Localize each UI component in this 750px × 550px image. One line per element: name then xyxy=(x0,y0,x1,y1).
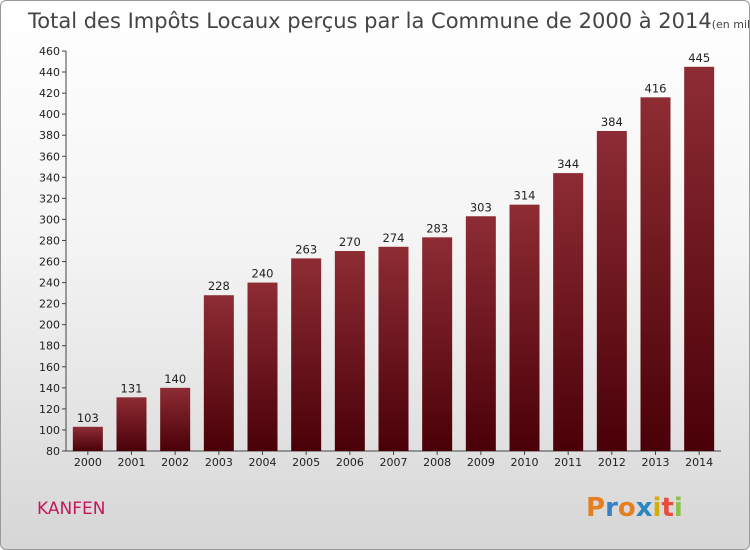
bar-2014 xyxy=(684,66,715,451)
bar-2002 xyxy=(160,387,191,451)
x-tick-label: 2006 xyxy=(336,456,364,469)
bar-2006 xyxy=(334,251,365,451)
bar-2000 xyxy=(72,426,103,451)
y-tick-label: 380 xyxy=(39,129,60,142)
x-tick-label: 2009 xyxy=(467,456,495,469)
logo-letter: r xyxy=(605,493,618,523)
bar-value-label: 384 xyxy=(601,115,623,129)
commune-name: KANFEN xyxy=(37,499,105,519)
y-tick-label: 260 xyxy=(39,256,60,269)
bar-value-label: 140 xyxy=(164,372,186,386)
y-tick-label: 100 xyxy=(39,424,60,437)
logo-letter: i xyxy=(674,493,683,523)
y-tick-label: 140 xyxy=(39,382,60,395)
bar-value-label: 416 xyxy=(645,81,667,95)
logo-letter: t xyxy=(661,493,673,523)
y-tick-label: 300 xyxy=(39,213,60,226)
y-tick-label: 240 xyxy=(39,277,60,290)
bar-value-label: 344 xyxy=(557,157,579,171)
bar-2013 xyxy=(640,97,671,451)
x-tick-label: 2007 xyxy=(380,456,408,469)
bar-2009 xyxy=(465,216,496,451)
bar-value-label: 263 xyxy=(295,242,317,256)
bar-value-label: 270 xyxy=(339,235,361,249)
x-tick-label: 2008 xyxy=(423,456,451,469)
logo-letter: P xyxy=(586,493,605,523)
x-tick-label: 2001 xyxy=(118,456,146,469)
x-tick-label: 2011 xyxy=(554,456,582,469)
logo-letter: i xyxy=(653,493,662,523)
x-tick-label: 2012 xyxy=(598,456,626,469)
bar-2012 xyxy=(596,131,627,451)
y-tick-label: 400 xyxy=(39,108,60,121)
bar-2008 xyxy=(422,237,453,451)
proxiti-logo: Proxiti xyxy=(586,493,683,523)
bar-2005 xyxy=(291,258,322,451)
bar-value-label: 303 xyxy=(470,200,492,214)
logo-letter: x xyxy=(636,493,653,523)
y-tick-label: 280 xyxy=(39,234,60,247)
y-tick-label: 80 xyxy=(46,445,60,458)
bar-value-label: 131 xyxy=(121,381,143,395)
bar-value-label: 103 xyxy=(77,411,99,425)
y-tick-label: 440 xyxy=(39,66,60,79)
chart-axes: 80 100 120 140 160 180 200 220 240 260 280 300 320 34… xyxy=(39,45,721,469)
bar-2003 xyxy=(203,295,234,451)
x-tick-label: 2003 xyxy=(205,456,233,469)
bar-2001 xyxy=(116,397,147,451)
bar-value-label: 228 xyxy=(208,279,230,293)
x-tick-label: 2000 xyxy=(74,456,102,469)
x-tick-label: 2002 xyxy=(161,456,189,469)
bar-2007 xyxy=(378,246,409,451)
chart-title-main: Total des Impôts Locaux perçus par la Co… xyxy=(27,9,712,33)
chart-bars: 103 131 140 228 240 263 270 274 283 303 314 344 384 4… xyxy=(72,51,715,451)
y-tick-label: 340 xyxy=(39,171,60,184)
bar-value-label: 314 xyxy=(514,189,536,203)
y-tick-label: 320 xyxy=(39,192,60,205)
x-tick-label: 2014 xyxy=(685,456,713,469)
bar-2011 xyxy=(553,173,584,451)
y-tick-label: 220 xyxy=(39,298,60,311)
bar-2010 xyxy=(509,204,540,451)
bar-value-label: 445 xyxy=(688,51,710,65)
x-tick-label: 2004 xyxy=(249,456,277,469)
y-tick-label: 160 xyxy=(39,361,60,374)
y-tick-label: 180 xyxy=(39,340,60,353)
logo-letter: o xyxy=(618,493,636,523)
y-tick-label: 460 xyxy=(39,45,60,58)
y-tick-label: 120 xyxy=(39,403,60,416)
y-tick-label: 360 xyxy=(39,150,60,163)
x-tick-label: 2005 xyxy=(292,456,320,469)
y-tick-label: 200 xyxy=(39,319,60,332)
bar-value-label: 274 xyxy=(383,231,405,245)
bar-value-label: 283 xyxy=(426,221,448,235)
x-tick-label: 2010 xyxy=(511,456,539,469)
chart-title-unit: (en milliers d'€) xyxy=(712,18,749,31)
bar-2004 xyxy=(247,282,278,451)
x-tick-label: 2013 xyxy=(642,456,670,469)
chart-title: Total des Impôts Locaux perçus par la Co… xyxy=(27,9,749,33)
bar-value-label: 240 xyxy=(252,267,274,281)
y-tick-label: 420 xyxy=(39,87,60,100)
